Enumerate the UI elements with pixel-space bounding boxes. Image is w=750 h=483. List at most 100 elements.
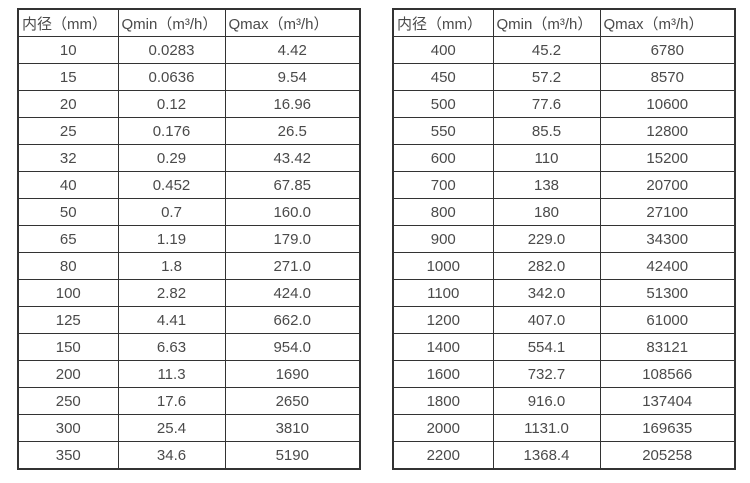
table-cell: 424.0 [224,279,361,307]
table-cell: 125 [17,306,119,334]
table-row: 900 229.0 34300 [392,225,736,253]
table-cell: 4.42 [224,36,361,64]
table-cell: 0.7 [117,198,226,226]
table-cell: 1400 [392,333,494,361]
table-cell: 40 [17,171,119,199]
table-cell: 0.176 [117,117,226,145]
table-cell: 550 [392,117,494,145]
table-cell: 2000 [392,414,494,442]
table-cell: 3810 [224,414,361,442]
table-row: 800 180 27100 [392,198,736,226]
column-header-qmin: Qmin（m³/h） [492,8,601,37]
table-cell: 271.0 [224,252,361,280]
flow-range-table-small-diameters: 内径（mm） Qmin（m³/h） Qmax（m³/h） 10 0.0283 4.4… [17,8,361,470]
table-cell: 137404 [599,387,736,415]
table-cell: 600 [392,144,494,172]
table-cell: 77.6 [492,90,601,118]
table-cell: 500 [392,90,494,118]
table-header-row: 内径（mm） Qmin（m³/h） Qmax（m³/h） [17,8,361,37]
table-cell: 2.82 [117,279,226,307]
table-cell: 1000 [392,252,494,280]
table-cell: 2200 [392,441,494,470]
column-header-qmin: Qmin（m³/h） [117,8,226,37]
table-cell: 85.5 [492,117,601,145]
table-cell: 11.3 [117,360,226,388]
table-cell: 0.0283 [117,36,226,64]
table-cell: 1100 [392,279,494,307]
table-row: 200 11.3 1690 [17,360,361,388]
table-cell: 50 [17,198,119,226]
table-row: 2200 1368.4 205258 [392,441,736,470]
table-row: 400 45.2 6780 [392,36,736,64]
table-cell: 15200 [599,144,736,172]
table-row: 600 110 15200 [392,144,736,172]
table-cell: 67.85 [224,171,361,199]
column-header-diameter: 内径（mm） [17,8,119,37]
table-cell: 160.0 [224,198,361,226]
table-row: 25 0.176 26.5 [17,117,361,145]
table-cell: 51300 [599,279,736,307]
table-cell: 26.5 [224,117,361,145]
table-cell: 20700 [599,171,736,199]
table-cell: 20 [17,90,119,118]
table-cell: 205258 [599,441,736,470]
table-cell: 1131.0 [492,414,601,442]
table-cell: 1200 [392,306,494,334]
table-cell: 0.452 [117,171,226,199]
table-cell: 0.12 [117,90,226,118]
table-row: 500 77.6 10600 [392,90,736,118]
table-cell: 15 [17,63,119,91]
table-row: 1400 554.1 83121 [392,333,736,361]
table-cell: 100 [17,279,119,307]
table-cell: 138 [492,171,601,199]
table-cell: 80 [17,252,119,280]
table-cell: 150 [17,333,119,361]
table-cell: 16.96 [224,90,361,118]
table-cell: 25 [17,117,119,145]
table-row: 1100 342.0 51300 [392,279,736,307]
table-row: 80 1.8 271.0 [17,252,361,280]
table-row: 150 6.63 954.0 [17,333,361,361]
table-cell: 450 [392,63,494,91]
table-cell: 1.8 [117,252,226,280]
table-cell: 169635 [599,414,736,442]
table-cell: 407.0 [492,306,601,334]
flow-range-table-large-diameters: 内径（mm） Qmin（m³/h） Qmax（m³/h） 400 45.2 6780… [392,8,736,470]
table-header-row: 内径（mm） Qmin（m³/h） Qmax（m³/h） [392,8,736,37]
table-cell: 1368.4 [492,441,601,470]
table-cell: 27100 [599,198,736,226]
table-cell: 900 [392,225,494,253]
table-row: 40 0.452 67.85 [17,171,361,199]
table-cell: 43.42 [224,144,361,172]
table-cell: 662.0 [224,306,361,334]
table-row: 65 1.19 179.0 [17,225,361,253]
table-cell: 1600 [392,360,494,388]
table-cell: 110 [492,144,601,172]
table-cell: 1.19 [117,225,226,253]
table-cell: 916.0 [492,387,601,415]
table-row: 300 25.4 3810 [17,414,361,442]
table-row: 700 138 20700 [392,171,736,199]
table-cell: 4.41 [117,306,226,334]
table-row: 50 0.7 160.0 [17,198,361,226]
table-cell: 17.6 [117,387,226,415]
table-row: 125 4.41 662.0 [17,306,361,334]
table-cell: 45.2 [492,36,601,64]
table-cell: 10 [17,36,119,64]
table-cell: 800 [392,198,494,226]
table-cell: 61000 [599,306,736,334]
table-row: 1000 282.0 42400 [392,252,736,280]
table-cell: 9.54 [224,63,361,91]
table-row: 100 2.82 424.0 [17,279,361,307]
table-row: 350 34.6 5190 [17,441,361,470]
table-row: 250 17.6 2650 [17,387,361,415]
table-cell: 83121 [599,333,736,361]
table-cell: 1800 [392,387,494,415]
table-cell: 2650 [224,387,361,415]
table-row: 1600 732.7 108566 [392,360,736,388]
table-cell: 300 [17,414,119,442]
table-row: 15 0.0636 9.54 [17,63,361,91]
column-header-qmax: Qmax（m³/h） [224,8,361,37]
table-cell: 700 [392,171,494,199]
